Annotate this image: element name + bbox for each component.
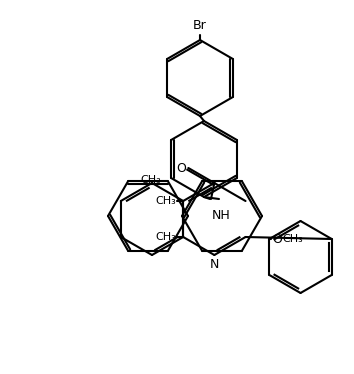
Text: N: N [210, 258, 219, 271]
Text: O: O [177, 162, 186, 175]
Text: CH₃: CH₃ [282, 234, 303, 244]
Text: CH₃: CH₃ [155, 196, 176, 206]
Text: Br: Br [193, 19, 207, 32]
Text: CH₃: CH₃ [140, 175, 161, 185]
Text: CH₃: CH₃ [155, 232, 176, 242]
Text: O: O [272, 233, 282, 245]
Text: NH: NH [212, 209, 231, 222]
